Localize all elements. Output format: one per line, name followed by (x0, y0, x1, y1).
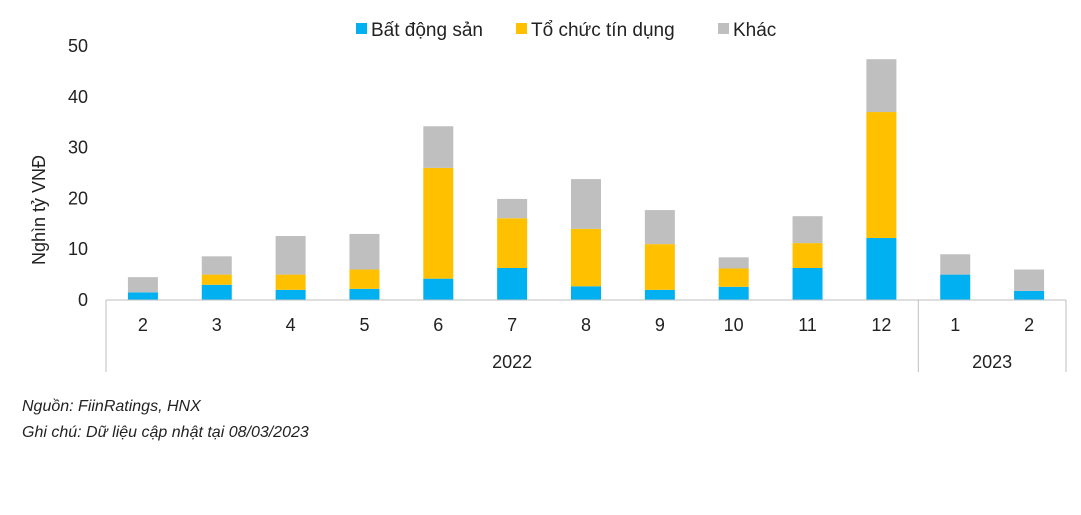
legend-swatch (356, 23, 367, 34)
bar-segment-bat-dong-san (497, 268, 528, 300)
x-tick-label: 1 (950, 315, 960, 335)
bar-segment-bat-dong-san (349, 288, 380, 300)
y-tick-label: 30 (68, 138, 88, 158)
source-note: Nguồn: FiinRatings, HNX (22, 398, 201, 415)
x-tick-label: 9 (655, 315, 665, 335)
bar-segment-to-chuc-tin-dung (349, 269, 380, 289)
bar-segment-bat-dong-san (1014, 290, 1045, 300)
y-tick-label: 40 (68, 87, 88, 107)
legend-swatch (718, 23, 729, 34)
y-tick-label: 10 (68, 239, 88, 259)
stacked-bar-chart: Bất động sản Tổ chức tín dụng Khác 0102030… (29, 20, 1067, 372)
notes: Nguồn: FiinRatings, HNX Ghi chú: Dữ liệu… (22, 394, 309, 446)
x-group-label: 2022 (492, 352, 532, 372)
bar-segment-khac (275, 235, 306, 275)
bar-segment-khac (792, 216, 823, 244)
x-tick-label: 5 (359, 315, 369, 335)
bar-segment-to-chuc-tin-dung (201, 274, 232, 285)
bar-segment-bat-dong-san (718, 286, 749, 300)
x-tick-label: 7 (507, 315, 517, 335)
bar-segment-khac (718, 257, 749, 269)
bar-segment-to-chuc-tin-dung (792, 243, 823, 268)
bars (127, 59, 1045, 300)
bar-segment-bat-dong-san (940, 274, 971, 300)
bar-segment-to-chuc-tin-dung (423, 167, 454, 279)
legend-label: Bất động sản (371, 20, 483, 41)
update-note: Ghi chú: Dữ liệu cập nhật tại 08/03/2023 (22, 424, 309, 441)
legend-swatch (516, 23, 527, 34)
bar-segment-to-chuc-tin-dung (497, 218, 528, 268)
bar-segment-to-chuc-tin-dung (571, 228, 601, 287)
legend-label: Tổ chức tín dụng (531, 20, 675, 41)
x-tick-label: 10 (724, 315, 744, 335)
x-tick-label: 2 (138, 315, 148, 335)
x-tick-label: 6 (433, 315, 443, 335)
bar-segment-to-chuc-tin-dung (275, 274, 306, 290)
bar-segment-to-chuc-tin-dung (718, 268, 749, 287)
legend: Bất động sản Tổ chức tín dụng Khác (356, 20, 776, 41)
x-tick-label: 8 (581, 315, 591, 335)
x-group-label: 2023 (972, 352, 1012, 372)
legend-label: Khác (733, 20, 776, 41)
y-tick-label: 50 (68, 36, 88, 56)
bar-segment-khac (497, 198, 528, 219)
bar-segment-khac (349, 233, 380, 270)
bar-segment-bat-dong-san (644, 289, 675, 300)
x-tick-label: 3 (212, 315, 222, 335)
y-tick-label: 0 (78, 290, 88, 310)
bar-segment-khac (571, 179, 601, 229)
bar-segment-khac (940, 254, 971, 275)
bar-segment-bat-dong-san (866, 238, 897, 300)
y-tick-label: 20 (68, 188, 88, 208)
bar-segment-khac (1014, 269, 1045, 291)
y-axis-title: Nghìn tỷ VNĐ (29, 155, 49, 265)
x-tick-label: 2 (1024, 315, 1034, 335)
x-tick-label: 4 (286, 315, 296, 335)
bar-segment-to-chuc-tin-dung (866, 112, 897, 239)
bar-segment-bat-dong-san (127, 292, 158, 300)
bar-segment-bat-dong-san (792, 268, 823, 300)
bar-segment-bat-dong-san (201, 284, 232, 300)
bar-segment-to-chuc-tin-dung (644, 244, 675, 290)
bar-segment-bat-dong-san (571, 286, 601, 300)
bar-segment-khac (127, 277, 158, 293)
bar-segment-khac (423, 126, 454, 168)
y-axis: 0 10 20 30 40 50 (68, 36, 88, 310)
bar-segment-bat-dong-san (275, 289, 306, 300)
x-tick-label: 12 (871, 315, 891, 335)
bar-segment-khac (866, 59, 897, 113)
bar-segment-khac (644, 210, 675, 245)
bar-segment-khac (201, 256, 232, 275)
bar-segment-bat-dong-san (423, 278, 454, 300)
x-tick-label: 11 (798, 315, 817, 335)
